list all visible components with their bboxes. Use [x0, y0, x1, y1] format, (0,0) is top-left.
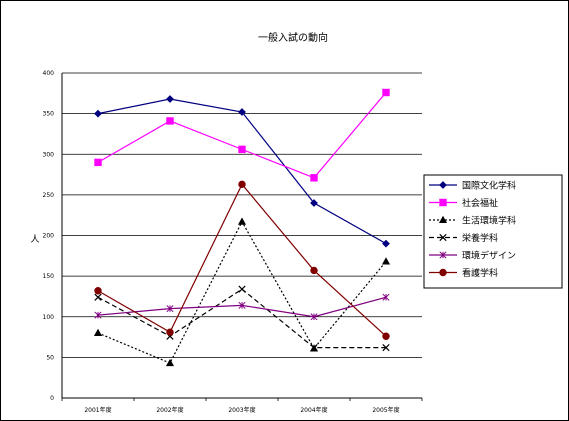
series-line [97, 183, 387, 337]
x-stroke [310, 344, 318, 352]
data-point-x [439, 233, 447, 242]
legend-label: 生活環境学科 [462, 215, 516, 227]
y-tick-label: 150 [43, 273, 55, 280]
x-stroke [238, 285, 246, 293]
legend-label: 看護学科 [462, 267, 498, 279]
legend-label: 社会福祉 [462, 197, 498, 209]
data-point-square [94, 158, 102, 167]
data-point-square [238, 145, 246, 154]
data-point-star [166, 305, 174, 313]
data-point-square [310, 174, 318, 182]
series-line [97, 288, 386, 349]
y-tick-label: 350 [43, 111, 55, 118]
data-point-circle [238, 180, 246, 189]
series-5 [94, 293, 390, 321]
data-point-triangle [438, 215, 448, 224]
data-point-circle [166, 328, 174, 336]
chart-title: 一般入試の動向 [258, 31, 328, 44]
data-point-circle [310, 266, 318, 275]
legend-item: 社会福祉 [429, 197, 498, 209]
legend-item: 看護学科 [429, 267, 498, 279]
data-point-x [310, 344, 318, 352]
series-2 [94, 88, 390, 182]
data-point-star [238, 301, 246, 309]
legend-item: 国際文化学科 [429, 180, 516, 192]
x-stroke [94, 293, 102, 301]
data-point-star [94, 311, 102, 319]
y-tick-label: 100 [43, 314, 55, 321]
y-tick-label: 250 [43, 192, 55, 199]
data-point-triangle [381, 257, 391, 265]
data-point-x [94, 293, 102, 301]
x-tick-label: 2005年度 [372, 406, 399, 414]
data-point-star [439, 251, 447, 259]
data-point-star [310, 313, 318, 321]
y-tick-label: 200 [43, 233, 55, 240]
legend-item: 栄養学科 [429, 232, 498, 244]
x-tick-label: 2001年度 [84, 406, 111, 414]
series-3 [93, 217, 391, 367]
data-point-circle [94, 287, 102, 295]
data-point-circle [439, 268, 447, 277]
data-point-circle [382, 332, 390, 340]
legend-item: 生活環境学科 [429, 215, 516, 227]
legend-label: 環境デザイン [462, 250, 516, 262]
series-6 [94, 180, 390, 340]
data-point-diamond [310, 199, 318, 207]
y-tick-label: 50 [46, 354, 54, 361]
y-tick-label: 400 [43, 70, 55, 77]
x-tick-label: 2004年度 [300, 406, 327, 414]
legend-item: 環境デザイン [429, 250, 516, 262]
y-tick-label: 300 [43, 151, 55, 158]
data-point-square [439, 198, 447, 207]
data-point-x [382, 344, 390, 352]
data-point-diamond [166, 95, 174, 103]
x-tick-label: 2002年度 [156, 406, 183, 414]
y-axis-label: 人 [30, 234, 39, 245]
x-tick-label: 2003年度 [228, 406, 255, 414]
series-line [97, 220, 387, 364]
data-point-star [382, 293, 390, 301]
series-4 [94, 285, 390, 352]
data-point-diamond [439, 181, 447, 189]
data-point-diamond [238, 108, 246, 116]
data-point-square [166, 117, 174, 125]
data-point-diamond [94, 109, 102, 118]
plot-area: 0 50 100 150 200 250 300 350 400 2001年度 2002年度 2003… [43, 70, 423, 414]
legend-label: 栄養学科 [462, 232, 498, 244]
legend-box [423, 174, 563, 289]
data-point-triangle [93, 328, 103, 337]
y-tick-label: 0 [50, 395, 54, 402]
data-point-x [238, 285, 246, 293]
data-point-triangle [237, 217, 247, 225]
data-point-diamond [382, 239, 390, 248]
x-stroke [439, 233, 447, 242]
series-1 [94, 95, 390, 248]
data-point-square [382, 88, 390, 97]
legend-label: 国際文化学科 [462, 180, 516, 192]
data-point-triangle [165, 358, 175, 367]
x-stroke [382, 344, 390, 352]
